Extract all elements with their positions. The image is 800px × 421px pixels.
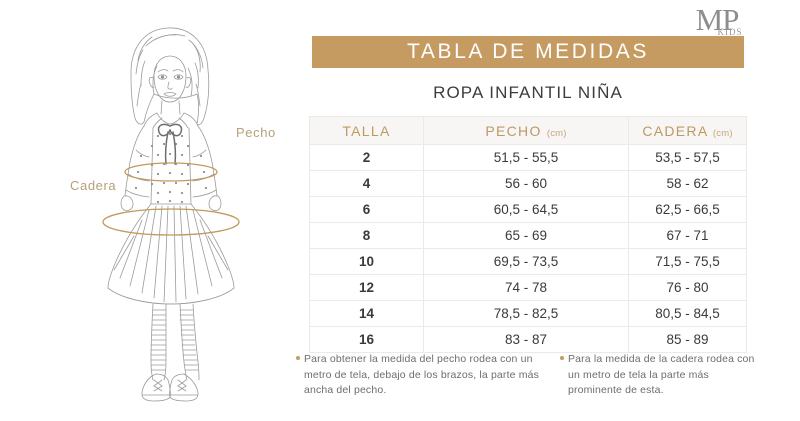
bullet-icon — [560, 356, 564, 360]
cell-cadera: 85 - 89 — [628, 326, 747, 353]
cell-cadera: 53,5 - 57,5 — [628, 144, 747, 171]
table-header-row: TALLA PECHO (cm) CADERA (cm) — [309, 116, 747, 145]
measurements-panel: TABLA DE MEDIDAS ROPA INFANTIL NIÑA TALL… — [296, 0, 754, 421]
column-header-pecho-unit: (cm) — [546, 127, 567, 139]
table-row: 2 51,5 - 55,5 53,5 - 57,5 — [309, 144, 747, 171]
girl-illustration — [58, 14, 296, 410]
cell-pecho: 74 - 78 — [423, 274, 629, 301]
cell-talla: 14 — [309, 300, 424, 327]
hip-measure-ring — [102, 208, 240, 236]
table-body: 2 51,5 - 55,5 53,5 - 57,5 4 56 - 60 58 -… — [309, 144, 747, 353]
note-hip: Para la medida de la cadera rodea con un… — [560, 352, 760, 399]
cell-cadera: 76 - 80 — [628, 274, 747, 301]
logo-kids-text: KIDS — [717, 27, 743, 37]
page-subtitle: ROPA INFANTIL NIÑA — [433, 83, 623, 102]
table-row: 8 65 - 69 67 - 71 — [309, 222, 747, 249]
cell-talla: 16 — [309, 326, 424, 353]
page-title: TABLA DE MEDIDAS — [312, 36, 744, 68]
hip-measure-label: Cadera — [70, 178, 117, 193]
table-row: 4 56 - 60 58 - 62 — [309, 170, 747, 197]
cell-pecho: 69,5 - 73,5 — [423, 248, 629, 275]
cell-pecho: 65 - 69 — [423, 222, 629, 249]
table-row: 10 69,5 - 73,5 71,5 - 75,5 — [309, 248, 747, 275]
logo-mp-text: MP — [695, 2, 740, 37]
cell-talla: 8 — [309, 222, 424, 249]
brand-logo: MP KIDS — [672, 4, 762, 44]
cell-talla: 2 — [309, 144, 424, 171]
cell-pecho: 56 - 60 — [423, 170, 629, 197]
cell-cadera: 80,5 - 84,5 — [628, 300, 747, 327]
note-hip-text: Para la medida de la cadera rodea con un… — [568, 353, 755, 397]
cell-cadera: 71,5 - 75,5 — [628, 248, 747, 275]
cell-pecho: 60,5 - 64,5 — [423, 196, 629, 223]
cell-talla: 10 — [309, 248, 424, 275]
column-header-cadera-unit: (cm) — [712, 127, 733, 139]
cell-talla: 6 — [309, 196, 424, 223]
table-row: 6 60,5 - 64,5 62,5 - 66,5 — [309, 196, 747, 223]
bullet-icon — [296, 356, 300, 360]
chest-measure-label: Pecho — [236, 125, 276, 140]
table-row: 14 78,5 - 82,5 80,5 - 84,5 — [309, 300, 747, 327]
column-header-pecho: PECHO (cm) — [423, 116, 629, 145]
chest-measure-ring — [124, 162, 218, 182]
note-chest: Para obtener la medida del pecho rodea c… — [296, 352, 542, 399]
girl-line-drawing-svg — [102, 27, 240, 402]
table-row: 16 83 - 87 85 - 89 — [309, 326, 747, 353]
cell-pecho: 78,5 - 82,5 — [423, 300, 629, 327]
note-chest-text: Para obtener la medida del pecho rodea c… — [304, 353, 539, 397]
cell-pecho: 83 - 87 — [423, 326, 629, 353]
size-chart-table: TALLA PECHO (cm) CADERA (cm) 2 51,5 - 55… — [309, 116, 747, 353]
cell-cadera: 58 - 62 — [628, 170, 747, 197]
measurement-notes: Para obtener la medida del pecho rodea c… — [296, 352, 771, 399]
column-header-pecho-label: PECHO — [485, 122, 542, 139]
cell-talla: 4 — [309, 170, 424, 197]
table-head: TALLA PECHO (cm) CADERA (cm) — [309, 116, 747, 145]
column-header-talla-label: TALLA — [342, 122, 391, 139]
table-row: 12 74 - 78 76 - 80 — [309, 274, 747, 301]
cell-talla: 12 — [309, 274, 424, 301]
cell-cadera: 62,5 - 66,5 — [628, 196, 747, 223]
column-header-talla: TALLA — [309, 116, 424, 145]
column-header-cadera: CADERA (cm) — [628, 116, 747, 145]
column-header-cadera-label: CADERA — [642, 122, 708, 139]
cell-cadera: 67 - 71 — [628, 222, 747, 249]
cell-pecho: 51,5 - 55,5 — [423, 144, 629, 171]
